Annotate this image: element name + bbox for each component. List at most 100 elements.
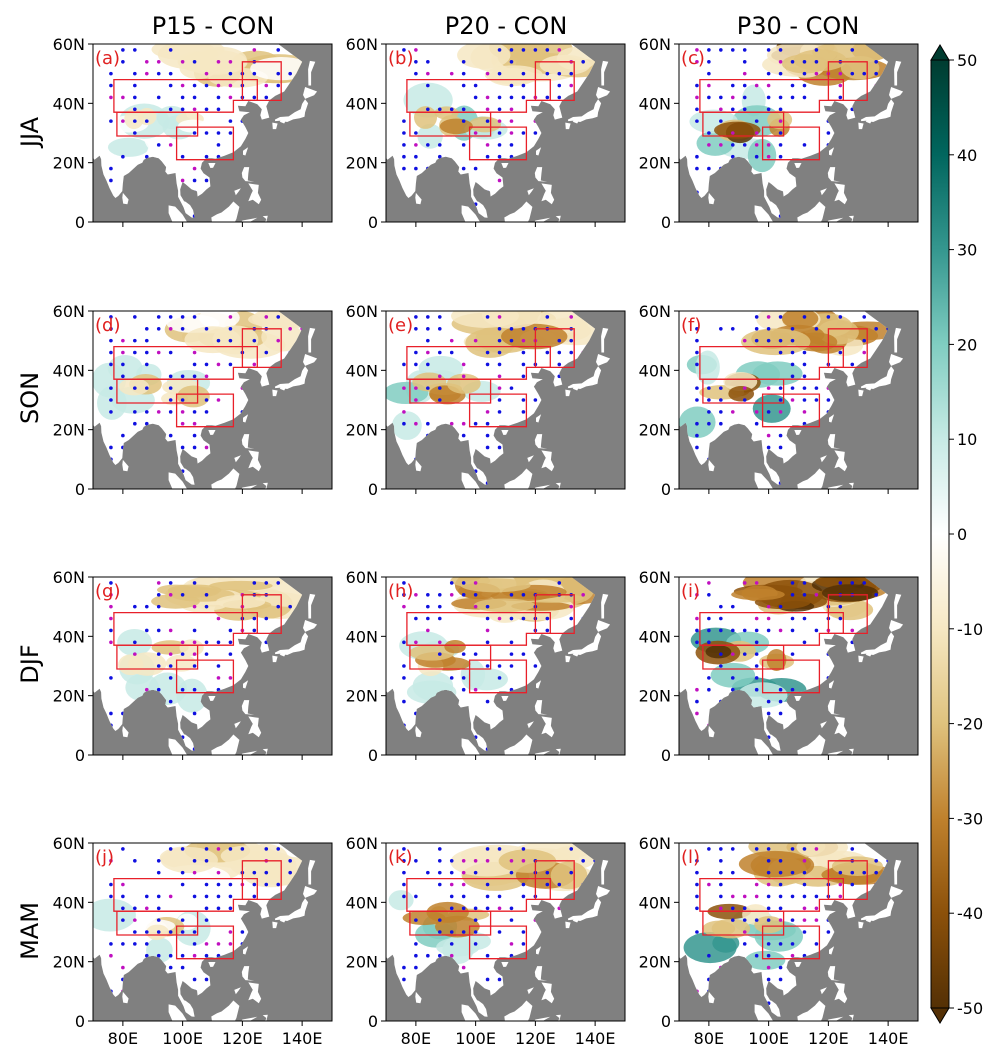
significance-dot <box>144 71 149 76</box>
significance-dot <box>402 847 406 851</box>
lon-tick-label: 120E <box>808 1029 849 1047</box>
significance-dot <box>156 581 161 585</box>
land-island <box>601 593 609 619</box>
land-island <box>248 450 262 472</box>
significance-dot <box>742 906 747 911</box>
significance-dot <box>742 48 747 52</box>
land-island <box>536 414 542 423</box>
significance-dot <box>276 48 281 52</box>
significance-dot <box>216 664 221 668</box>
significance-dot <box>719 327 723 331</box>
significance-dot <box>204 640 209 645</box>
land-island <box>894 327 902 353</box>
anomaly-field <box>386 311 596 440</box>
significance-dot <box>754 640 759 645</box>
significance-dot <box>168 593 173 597</box>
significance-dot <box>109 386 113 390</box>
significance-dot <box>874 870 878 875</box>
significance-dot <box>730 870 735 875</box>
significance-dot <box>402 362 406 367</box>
significance-dot <box>133 350 137 355</box>
significance-dot <box>168 894 173 899</box>
region-box <box>699 877 844 912</box>
significance-dot <box>730 154 735 159</box>
land-island <box>858 655 864 663</box>
significance-dot <box>707 166 711 171</box>
significance-dot <box>121 95 125 100</box>
significance-dot <box>754 119 759 123</box>
significance-dot <box>449 882 454 887</box>
significance-dot <box>509 83 514 88</box>
panel-label: (g) <box>95 581 120 602</box>
region-box <box>116 644 199 670</box>
significance-dot <box>216 870 221 875</box>
significance-dot <box>497 119 502 123</box>
significance-dot <box>778 894 783 899</box>
panel-label: (l) <box>681 847 700 868</box>
significance-dot <box>814 942 819 946</box>
significance-dot <box>204 859 209 863</box>
significance-dot <box>204 882 209 887</box>
anomaly-field <box>93 843 303 964</box>
colorbar-tick-label: -40 <box>957 904 983 923</box>
significance-dot <box>802 894 807 899</box>
land-island <box>279 653 286 657</box>
significance-dot <box>109 604 113 609</box>
significance-dot <box>473 95 478 100</box>
significance-dot <box>802 398 807 402</box>
significance-dot <box>228 894 233 899</box>
significance-dot <box>695 398 699 402</box>
significance-dot <box>730 95 735 100</box>
significance-dot <box>521 593 526 597</box>
significance-dot <box>228 847 233 851</box>
land-island <box>858 921 864 929</box>
significance-dot <box>426 628 430 633</box>
significance-dot <box>485 664 490 668</box>
significance-dot <box>156 95 161 100</box>
significance-dot <box>402 965 406 970</box>
significance-dot <box>730 652 735 656</box>
land-island <box>248 183 262 205</box>
significance-dot <box>192 178 197 183</box>
significance-dot <box>461 421 466 426</box>
significance-dot <box>790 918 795 922</box>
significance-dot <box>133 315 137 319</box>
land-island <box>272 389 278 397</box>
significance-dot <box>581 593 585 597</box>
significance-dot <box>766 699 771 704</box>
significance-dot <box>802 71 807 76</box>
significance-dot <box>252 628 257 633</box>
significance-dot <box>216 398 221 402</box>
region-box <box>699 345 844 380</box>
significance-dot <box>695 362 699 367</box>
significance-dot <box>802 386 807 390</box>
land-island <box>241 434 255 449</box>
land-island <box>754 472 774 489</box>
significance-dot <box>850 870 855 875</box>
significance-dot <box>264 616 269 621</box>
land-island <box>829 680 835 689</box>
anomaly-patch <box>97 386 127 420</box>
significance-dot <box>838 870 843 875</box>
land-island <box>860 898 895 921</box>
significance-dot <box>497 338 502 343</box>
significance-dot <box>497 445 502 450</box>
significance-dot <box>414 942 418 946</box>
significance-dot <box>521 859 526 863</box>
land-island <box>708 725 715 738</box>
region-box <box>116 111 199 137</box>
significance-dot <box>754 154 759 159</box>
significance-dot <box>192 350 197 355</box>
significance-dot <box>695 95 699 100</box>
significance-dot <box>850 581 855 585</box>
significance-dot <box>437 859 442 863</box>
significance-dot <box>707 398 711 402</box>
significance-dot <box>204 445 209 450</box>
significance-dot <box>719 107 723 112</box>
significance-dot <box>485 859 490 863</box>
significance-dot <box>766 445 771 450</box>
significance-dot <box>192 362 197 367</box>
lat-tick-label: 40N <box>639 361 671 380</box>
significance-dot <box>521 930 526 934</box>
significance-dot <box>426 604 430 609</box>
